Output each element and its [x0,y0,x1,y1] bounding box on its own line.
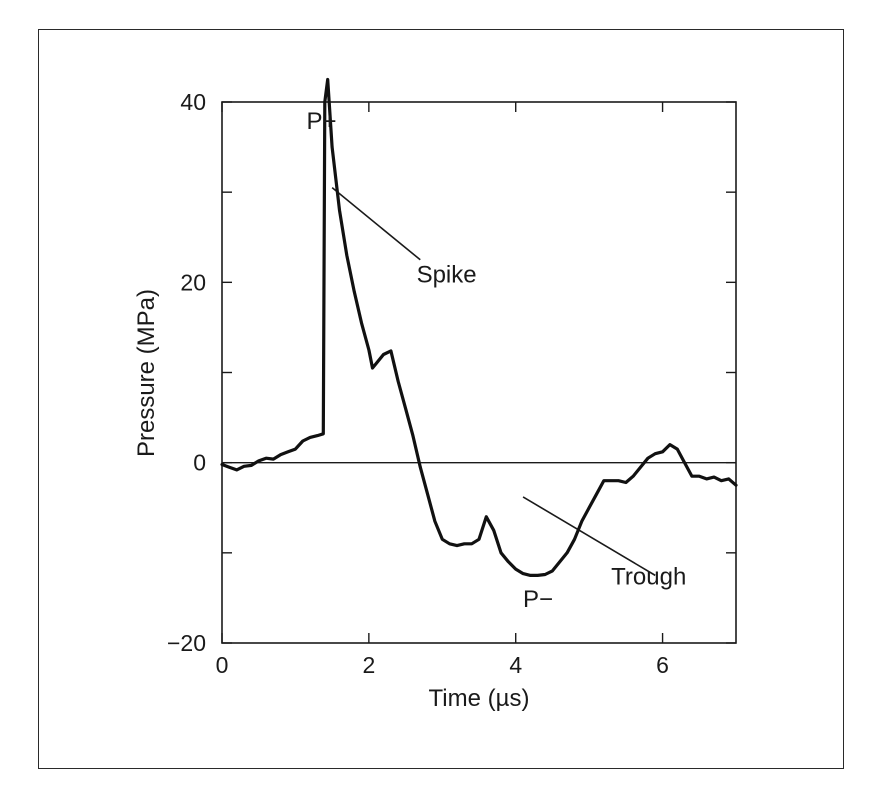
ticks-layer: 0 2 4 6 −20 0 20 40 [167,89,736,678]
leaders-layer [331,187,656,577]
y-tick-label: −20 [167,630,206,656]
p-plus-annotation: P+ [306,108,336,135]
trough-annotation: Trough [611,563,686,590]
spike-annotation: Spike [417,261,477,288]
pressure-time-chart: 0 2 4 6 −20 0 20 40 P+ Spike P− Trough Time (µs) P… [133,77,738,712]
pressure-series-line [220,77,738,578]
series-layer [220,77,738,578]
x-tick-label: 4 [509,652,522,678]
y-axis-label: Pressure (MPa) [133,289,160,457]
spike-leader [331,187,421,261]
x-tick-label: 6 [656,652,669,678]
p-minus-annotation: P− [523,586,553,613]
annotations-layer: P+ Spike P− Trough [306,108,686,613]
y-tick-label: 20 [180,269,206,295]
y-tick-label: 40 [180,89,206,115]
y-tick-label: 0 [193,450,206,476]
plot-area [221,101,737,644]
trough-leader [522,496,656,577]
x-tick-label: 0 [216,652,229,678]
x-tick-label: 2 [362,652,375,678]
x-axis-label: Time (µs) [429,685,530,712]
figure-frame: 0 2 4 6 −20 0 20 40 P+ Spike P− Trough Time (µs) P… [38,29,844,769]
